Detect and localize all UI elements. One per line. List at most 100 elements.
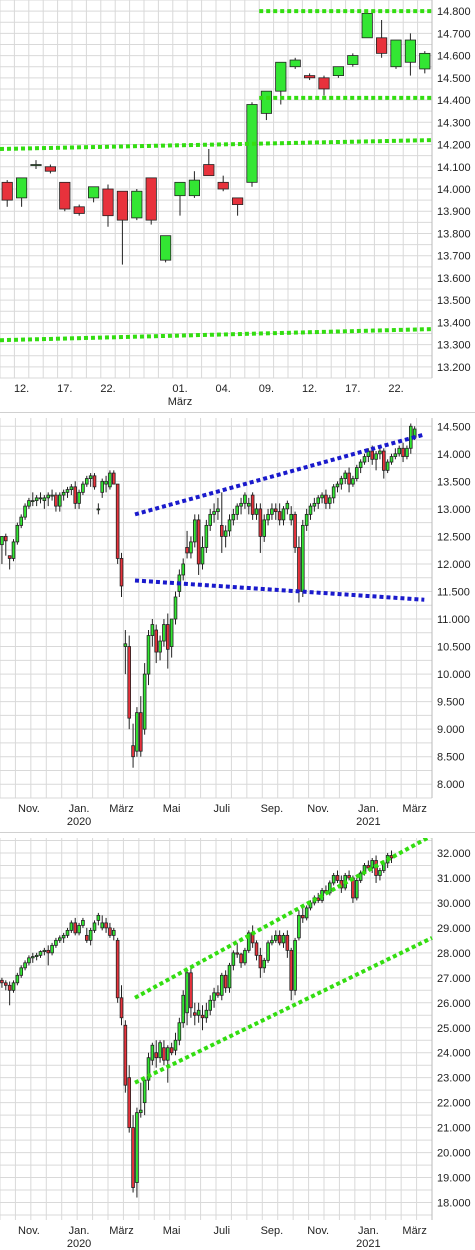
candle-body — [339, 478, 344, 485]
candle-body — [131, 745, 135, 758]
candle — [258, 947, 263, 978]
candle — [219, 492, 224, 553]
candle-body — [145, 177, 157, 221]
candle-body — [285, 934, 290, 951]
x-tick-label: 09. — [259, 383, 274, 395]
candle-body — [108, 927, 112, 936]
candle — [46, 945, 51, 966]
candle-body — [335, 875, 340, 881]
grid — [0, 418, 433, 799]
candles — [0, 423, 417, 768]
candle-body — [77, 491, 81, 504]
y-tick-label: 25.000 — [437, 1023, 471, 1035]
candle-body — [104, 922, 108, 929]
candle-body — [146, 635, 151, 675]
candle — [204, 519, 209, 553]
candle-body — [347, 875, 351, 879]
candle — [135, 1107, 139, 1198]
candle — [158, 1040, 162, 1063]
candle — [30, 952, 35, 963]
candle — [116, 190, 128, 265]
candle-body — [189, 541, 193, 554]
candle — [65, 486, 70, 498]
candle-body — [158, 640, 162, 653]
candle — [401, 442, 405, 463]
candle-body — [111, 929, 116, 936]
y-axis-labels: 18.000 19.000 20.000 21.000 22.000 23.000 24.0… — [437, 848, 471, 1210]
candle — [138, 696, 143, 757]
candle-body — [293, 513, 297, 548]
candle-body — [378, 870, 382, 876]
candle-body — [77, 924, 81, 934]
y-tick-label: 22.000 — [437, 1098, 471, 1110]
candle-body — [243, 494, 247, 504]
candle — [158, 635, 162, 661]
trendline — [0, 138, 433, 151]
candle — [258, 503, 263, 553]
x-tick-label: Mai — [163, 803, 181, 815]
candle — [185, 970, 189, 1026]
candle — [131, 1115, 135, 1193]
candle — [177, 1017, 182, 1046]
candle — [1, 180, 13, 207]
candle — [108, 470, 112, 490]
candle-body — [42, 949, 47, 953]
candle-body — [212, 992, 216, 1001]
candle-body — [343, 472, 348, 479]
candle — [235, 503, 240, 520]
y-tick-label: 14.400 — [437, 95, 471, 107]
candle-body — [324, 494, 328, 504]
candle-body — [393, 453, 398, 457]
candle — [212, 503, 216, 523]
y-tick-label: 30.000 — [437, 898, 471, 910]
candle — [405, 445, 409, 460]
candle-body — [135, 1112, 139, 1183]
candle — [0, 536, 4, 564]
candle-body — [23, 962, 27, 969]
candle — [250, 925, 255, 948]
candle — [65, 927, 70, 938]
candle — [154, 1040, 159, 1068]
chart-panel-2: 8.000 8.500 9.000 9.500 10.000 10.500 11.000 11… — [0, 418, 475, 828]
candle-body — [102, 188, 114, 217]
candle — [316, 892, 321, 903]
candle — [293, 937, 297, 996]
candle-body — [200, 547, 205, 565]
candle-body — [231, 513, 236, 521]
candle-body — [351, 478, 355, 485]
candle-body — [0, 979, 4, 984]
candle-body — [11, 541, 16, 559]
candle-body — [370, 860, 375, 869]
candle — [57, 935, 62, 943]
x-tick-label: Juli — [214, 1225, 231, 1237]
candle — [335, 870, 340, 883]
candle-body — [204, 524, 209, 548]
candle-body — [304, 75, 316, 79]
candle — [111, 927, 116, 941]
x-tick-label: Nov. — [18, 1225, 40, 1237]
candle-body — [289, 513, 294, 521]
y-tick-label: 12.000 — [437, 559, 471, 571]
y-tick-label: 14.800 — [437, 6, 471, 18]
candle — [266, 508, 270, 526]
candle-body — [50, 494, 54, 497]
candle — [174, 181, 186, 216]
candle — [7, 981, 12, 1006]
candle — [173, 1032, 178, 1056]
candle — [200, 1005, 205, 1031]
candle — [192, 514, 197, 548]
y-tick-label: 12.500 — [437, 531, 471, 543]
candle — [169, 1042, 174, 1056]
candlestick-chart-2: 8.000 8.500 9.000 9.500 10.000 10.500 11.000 11… — [0, 418, 471, 828]
y-tick-label: 18.000 — [437, 1198, 471, 1210]
candle — [270, 503, 274, 520]
candle-body — [246, 502, 251, 507]
x-tick-label: Jan. — [358, 1225, 379, 1237]
candle — [160, 235, 172, 263]
candle — [50, 489, 54, 501]
candle — [189, 967, 193, 1018]
candle-body — [3, 982, 8, 986]
candle — [347, 870, 351, 881]
candle — [96, 912, 101, 926]
